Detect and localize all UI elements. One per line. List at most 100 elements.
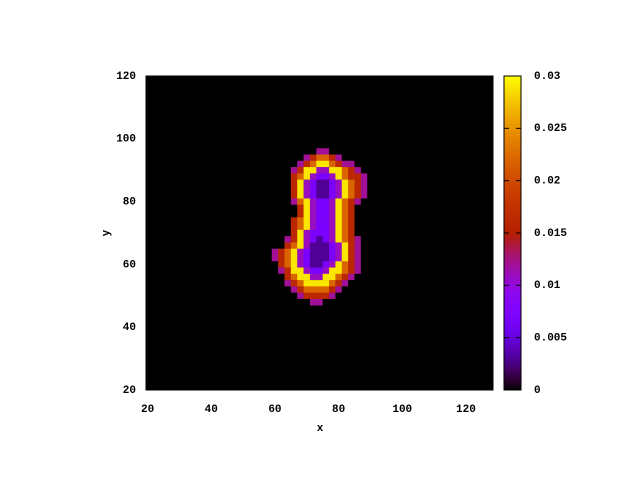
heat-cell [278,286,285,293]
heat-cell [290,280,298,287]
heat-cell [335,154,343,162]
heat-cell [348,236,355,243]
heat-cell [278,167,285,174]
heat-cell [303,273,311,281]
heat-cell [348,204,355,212]
heat-cell [322,217,330,224]
heat-cell [341,204,349,212]
heat-cell [341,229,349,237]
heat-cell [341,236,349,243]
heat-cell [360,242,368,249]
heat-cell [335,273,343,281]
heat-cell [297,248,304,256]
heat-cell [309,254,317,262]
heat-cell [335,185,343,193]
heat-cell [316,167,323,174]
heat-cell [271,286,279,293]
heat-cell [354,236,362,243]
heat-cell [329,204,336,212]
heat-cell [297,254,304,262]
heat-cell [316,229,323,237]
heat-cell [278,292,285,300]
heat-cell [360,179,368,187]
heat-cell [354,292,362,300]
heat-cell [271,167,279,174]
heat-cell [322,254,330,262]
heat-cell [271,292,279,300]
heat-cell [297,185,304,193]
heat-cell [284,229,292,237]
heat-cell [354,267,362,275]
heat-cell [297,148,304,155]
heat-cell [303,242,311,249]
heat-cell [271,173,279,180]
heat-cell [367,267,374,275]
heat-cell [309,211,317,218]
heat-cell [360,292,368,300]
heat-cell [278,223,285,231]
heat-cell [284,154,292,162]
heat-cell [367,204,374,212]
heat-cell [309,229,317,237]
heat-cell [329,273,336,281]
heat-cell [309,173,317,180]
heat-cell [335,261,343,268]
heat-cell [335,248,343,256]
heat-cell [341,242,349,249]
heat-cell [297,204,304,212]
heat-cell [284,148,292,155]
heat-cell [297,167,304,174]
heat-cell [278,148,285,155]
heat-cell [316,280,323,287]
heat-cell [360,248,368,256]
heat-cell [360,173,368,180]
heat-cell [290,167,298,174]
heat-cell [348,148,355,155]
heat-cell [309,236,317,243]
heat-cell [297,192,304,199]
heat-cell [367,261,374,268]
heat-cell [335,198,343,206]
heat-cell [309,154,317,162]
heat-cell [303,267,311,275]
heat-cell [354,198,362,206]
heat-cell [278,248,285,256]
heat-cell [329,198,336,206]
heat-cell [329,160,336,168]
heat-cell [329,167,336,174]
heat-cell [271,160,279,168]
heat-cell [297,236,304,243]
heat-cell [303,192,311,199]
heat-cell [271,179,279,187]
heat-cell [303,211,311,218]
heat-cell [335,286,343,293]
heat-cell [284,236,292,243]
heat-cell [360,148,368,155]
heat-cell [329,192,336,199]
heat-cell [348,167,355,174]
heat-cell [367,173,374,180]
heat-cell [367,248,374,256]
heat-cell [284,298,292,306]
heat-cell [316,298,323,306]
heat-cell [303,179,311,187]
heat-cell [303,286,311,293]
heat-cell [290,154,298,162]
heat-cell [348,280,355,287]
heat-cell [303,223,311,231]
heat-cell [284,185,292,193]
heat-cell [341,173,349,180]
heat-cell [316,204,323,212]
heat-cell [354,148,362,155]
heat-cell [354,280,362,287]
heat-cell [297,286,304,293]
y-tick-label: 80 [123,197,136,209]
heat-cell [284,286,292,293]
heat-cell [297,198,304,206]
heat-cell [290,192,298,199]
heat-cell [309,248,317,256]
heat-cell [316,198,323,206]
heat-cell [341,261,349,268]
heat-cell [354,154,362,162]
heat-cell [284,280,292,287]
